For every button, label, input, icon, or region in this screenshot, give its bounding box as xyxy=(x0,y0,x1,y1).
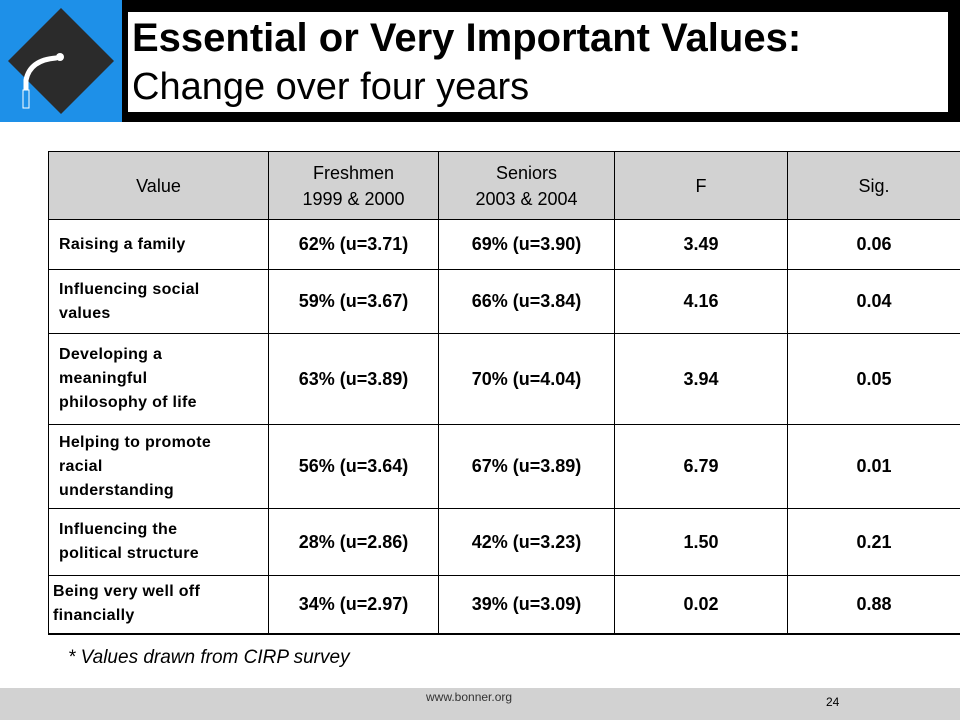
logo-tile xyxy=(0,0,122,122)
table-row: Developing a meaningful philosophy of life… xyxy=(48,333,960,425)
sig-cell: 0.21 xyxy=(787,508,960,576)
freshmen-cell: 62% (u=3.71) xyxy=(268,219,439,270)
footer-bar xyxy=(0,688,960,720)
seniors-cell: 66% (u=3.84) xyxy=(438,269,615,334)
sig-cell: 0.04 xyxy=(787,269,960,334)
header-value: Value xyxy=(48,151,269,220)
page-number: 24 xyxy=(826,695,840,709)
table-row: Being very well off financially 34% (u=2.… xyxy=(48,575,960,635)
value-label: Raising a family xyxy=(48,219,269,270)
freshmen-cell: 63% (u=3.89) xyxy=(268,333,439,425)
bonner-logo-icon xyxy=(8,8,114,114)
header-bar: Essential or Very Important Values: Chan… xyxy=(0,0,960,122)
f-cell: 0.02 xyxy=(614,575,788,635)
title-area: Essential or Very Important Values: Chan… xyxy=(128,12,948,112)
freshmen-cell: 56% (u=3.64) xyxy=(268,424,439,509)
sig-cell: 0.01 xyxy=(787,424,960,509)
header-sig: Sig. xyxy=(787,151,960,220)
table-row: Helping to promote racial understanding 56… xyxy=(48,424,960,509)
table-row: Influencing social values 59% (u=3.67) 66… xyxy=(48,269,960,334)
footnote: * Values drawn from CIRP survey xyxy=(68,647,350,668)
header-f: F xyxy=(614,151,788,220)
f-cell: 3.94 xyxy=(614,333,788,425)
f-cell: 4.16 xyxy=(614,269,788,334)
sig-cell: 0.06 xyxy=(787,219,960,270)
page-title: Essential or Very Important Values: xyxy=(132,16,802,60)
f-cell: 1.50 xyxy=(614,508,788,576)
seniors-cell: 70% (u=4.04) xyxy=(438,333,615,425)
value-label: Influencing the political structure xyxy=(48,508,269,576)
header-freshmen: Freshmen 1999 & 2000 xyxy=(268,151,439,220)
seniors-cell: 42% (u=3.23) xyxy=(438,508,615,576)
value-label: Influencing social values xyxy=(48,269,269,334)
freshmen-cell: 59% (u=3.67) xyxy=(268,269,439,334)
footer-url: www.bonner.org xyxy=(426,690,513,704)
table-row: Raising a family 62% (u=3.71) 69% (u=3.9… xyxy=(48,219,960,270)
header-seniors: Seniors 2003 & 2004 xyxy=(438,151,615,220)
seniors-cell: 69% (u=3.90) xyxy=(438,219,615,270)
sig-cell: 0.05 xyxy=(787,333,960,425)
freshmen-cell: 34% (u=2.97) xyxy=(268,575,439,635)
seniors-cell: 39% (u=3.09) xyxy=(438,575,615,635)
table-header-row: Value Freshmen 1999 & 2000 Seniors 2003 & … xyxy=(48,151,960,220)
f-cell: 3.49 xyxy=(614,219,788,270)
freshmen-cell: 28% (u=2.86) xyxy=(268,508,439,576)
seniors-cell: 67% (u=3.89) xyxy=(438,424,615,509)
sig-cell: 0.88 xyxy=(787,575,960,635)
f-cell: 6.79 xyxy=(614,424,788,509)
page-subtitle: Change over four years xyxy=(132,66,530,108)
value-label: Developing a meaningful philosophy of life xyxy=(48,333,269,425)
table-row: Influencing the political structure 28% (… xyxy=(48,508,960,576)
value-label: Helping to promote racial understanding xyxy=(48,424,269,509)
values-table: Value Freshmen 1999 & 2000 Seniors 2003 & … xyxy=(48,151,960,635)
value-label: Being very well off financially xyxy=(48,575,269,635)
